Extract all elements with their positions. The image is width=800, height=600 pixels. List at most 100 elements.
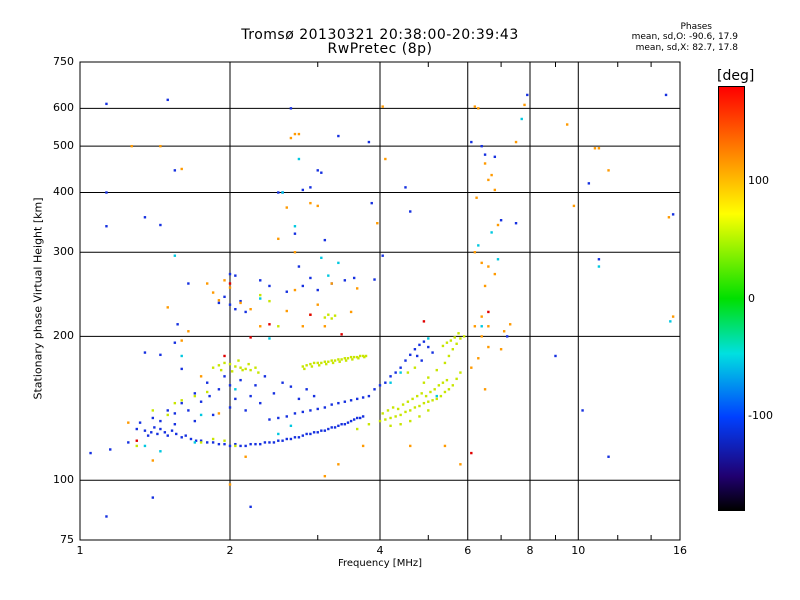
data-point — [143, 429, 147, 432]
data-point — [384, 381, 387, 384]
data-point — [241, 368, 244, 372]
data-point — [254, 366, 257, 369]
data-point — [355, 416, 359, 420]
data-point — [396, 407, 400, 411]
data-point — [293, 225, 297, 228]
data-point — [127, 441, 130, 444]
data-point — [228, 384, 232, 387]
data-point — [357, 357, 360, 360]
data-point — [193, 419, 197, 423]
data-point — [340, 333, 343, 336]
data-point — [285, 309, 288, 313]
data-point — [597, 147, 601, 150]
data-point — [323, 238, 327, 242]
data-point — [228, 362, 232, 366]
data-point — [151, 416, 155, 420]
data-point — [337, 134, 340, 138]
data-point — [254, 384, 257, 387]
data-point — [409, 419, 412, 423]
data-point — [487, 325, 490, 328]
data-point — [401, 403, 405, 406]
data-point — [150, 431, 153, 434]
data-point — [187, 330, 190, 333]
data-point — [490, 173, 493, 177]
data-point — [138, 421, 142, 424]
data-point — [163, 431, 167, 434]
data-point — [303, 367, 306, 371]
data-point — [309, 362, 312, 366]
data-point — [205, 390, 209, 394]
data-point — [451, 384, 455, 387]
data-point — [572, 204, 576, 208]
data-point — [462, 335, 466, 338]
data-point — [499, 219, 503, 222]
data-point — [340, 358, 343, 361]
data-point — [170, 429, 174, 432]
data-point — [386, 409, 390, 412]
data-point — [205, 441, 209, 444]
data-point — [143, 216, 147, 219]
data-point — [333, 359, 337, 362]
data-point — [217, 299, 221, 302]
data-point — [520, 117, 523, 121]
data-point — [505, 335, 509, 338]
data-point — [344, 359, 348, 362]
data-point — [173, 341, 177, 344]
y-tick-label: 750 — [53, 55, 74, 68]
x-tick-label: 6 — [464, 544, 472, 557]
data-point — [587, 182, 591, 185]
data-point — [449, 339, 453, 342]
data-point — [297, 132, 301, 136]
data-point — [413, 366, 417, 369]
data-point — [483, 162, 487, 165]
data-point — [327, 274, 330, 277]
data-point — [228, 272, 232, 276]
data-point — [384, 157, 387, 161]
data-point — [249, 307, 252, 311]
data-point — [367, 140, 371, 144]
data-point — [337, 463, 340, 466]
data-point — [239, 301, 242, 305]
data-point — [189, 437, 193, 441]
data-point — [445, 341, 449, 344]
data-point — [470, 451, 473, 455]
data-point — [384, 418, 387, 421]
data-point — [277, 325, 280, 328]
data-point — [415, 354, 419, 358]
data-point — [323, 406, 327, 409]
data-point — [234, 397, 237, 401]
data-point — [597, 265, 601, 268]
data-point — [389, 381, 392, 384]
data-point — [217, 364, 221, 367]
data-point — [109, 448, 112, 451]
data-point — [422, 320, 426, 323]
data-point — [413, 406, 417, 409]
data-point — [135, 439, 138, 442]
data-point — [223, 279, 226, 282]
data-point — [406, 371, 410, 374]
data-point — [399, 413, 402, 417]
data-point — [166, 98, 169, 102]
data-point — [447, 388, 451, 391]
stats-line-o: mean, sd,O: -90.6, 17.9 — [631, 32, 738, 42]
data-point — [323, 325, 327, 328]
data-point — [268, 337, 271, 340]
data-point — [411, 397, 414, 401]
y-tick-label: 400 — [53, 185, 74, 199]
x-tick-label: 16 — [673, 544, 687, 557]
data-point — [293, 132, 297, 136]
data-point — [389, 424, 392, 428]
data-point — [320, 429, 323, 432]
data-point — [607, 455, 610, 458]
chart-title: Tromsø 20130321 20:38:00-20:39:43 — [241, 27, 519, 43]
data-point — [459, 337, 462, 340]
data-point — [268, 418, 271, 421]
data-point — [239, 299, 242, 303]
data-point — [268, 441, 271, 444]
data-point — [443, 390, 447, 394]
data-point — [143, 351, 147, 354]
data-point — [427, 376, 430, 379]
data-point — [159, 223, 162, 227]
data-point — [199, 439, 203, 442]
data-point — [330, 282, 333, 285]
